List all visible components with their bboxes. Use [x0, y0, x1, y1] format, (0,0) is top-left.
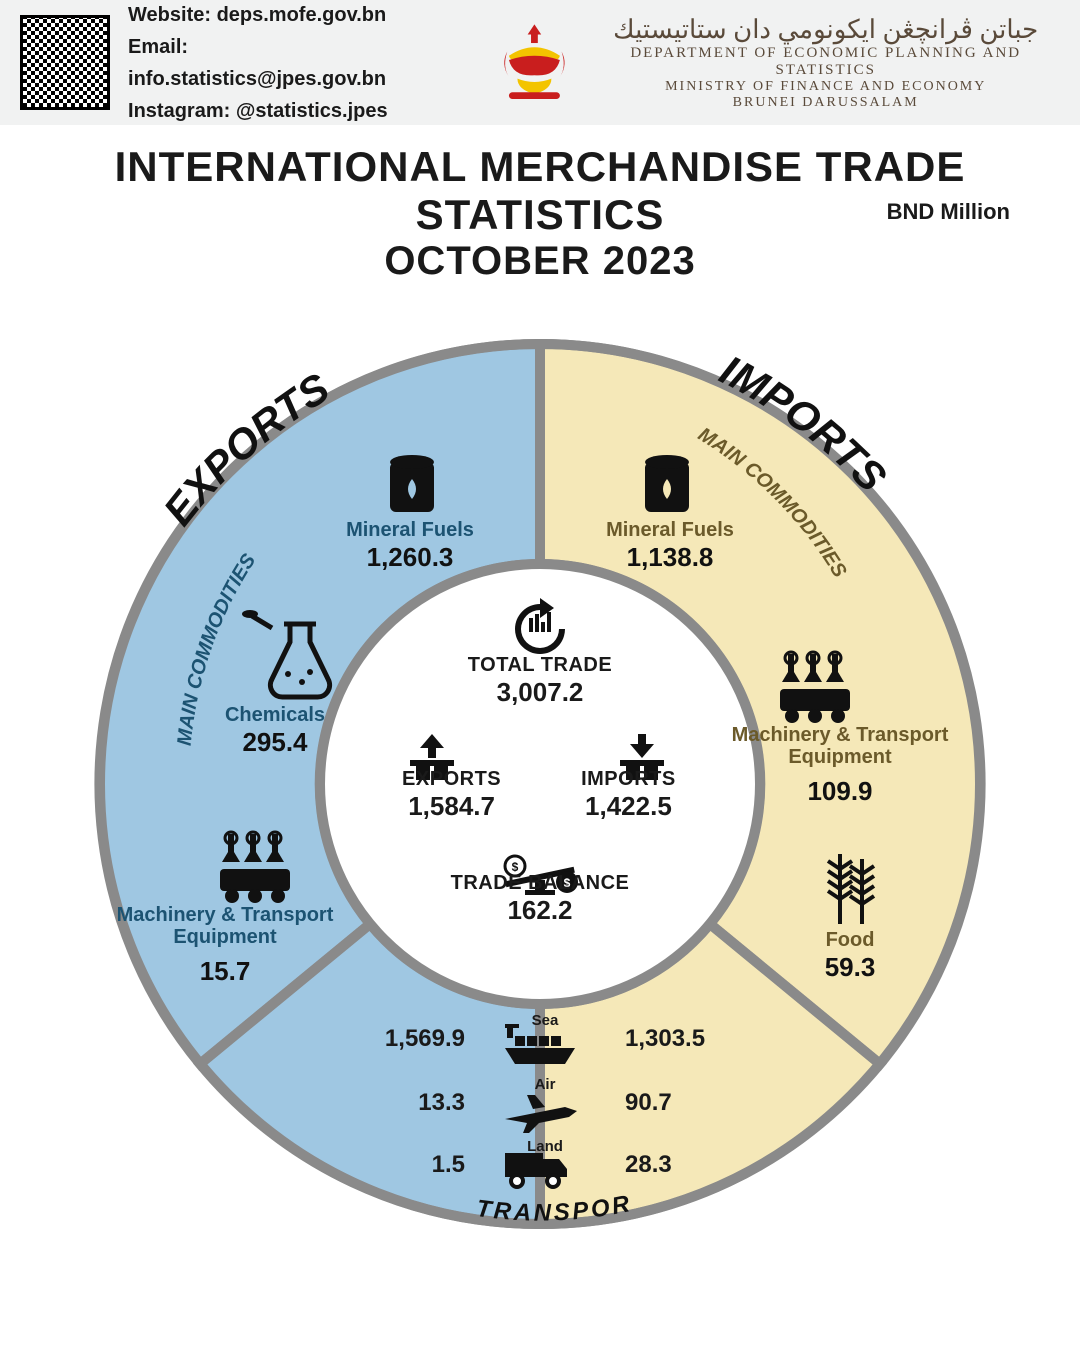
total-trade-value: 3,007.2: [370, 677, 710, 708]
trade-chart: EXPORTS IMPORTS MAIN COMMODITIES MAIN CO…: [0, 304, 1080, 1304]
title-block: INTERNATIONAL MERCHANDISE TRADE STATISTI…: [0, 143, 1080, 284]
trade-balance-value: 162.2: [370, 895, 710, 926]
imports-label: IMPORTS: [547, 768, 710, 791]
email-text: Email: info.statistics@jpes.gov.bn: [128, 31, 434, 95]
transport-sea: 1,569.9 Sea 1,303.5: [355, 1012, 735, 1065]
imp-item-3: Food 59.3: [760, 929, 940, 983]
transport-land: 1.5 Land 28.3: [355, 1138, 735, 1191]
dept-line3: BRUNEI DARUSSALAM: [591, 95, 1060, 111]
exports-label: EXPORTS: [370, 768, 533, 791]
department-block: جباتن ڤرانچڠن ايكونومي دان ستاتيستيك DEP…: [492, 15, 1060, 111]
crest-icon: [492, 15, 577, 105]
transport-air: 13.3 Air 90.7: [355, 1076, 735, 1129]
qr-code-icon: [20, 15, 110, 110]
contact-info: Website: deps.mofe.gov.bn Email: info.st…: [128, 0, 434, 127]
barrel-icon: [390, 455, 434, 512]
header-bar: Website: deps.mofe.gov.bn Email: info.st…: [0, 0, 1080, 125]
dept-line1: DEPARTMENT OF ECONOMIC PLANNING AND STAT…: [591, 45, 1060, 79]
exp-item-2: Chemicals 295.4: [175, 704, 375, 758]
imports-value: 1,422.5: [547, 791, 710, 822]
exp-item-1: Mineral Fuels 1,260.3: [300, 519, 520, 573]
exp-item-3: Machinery & Transport Equipment 15.7: [100, 904, 350, 987]
trade-balance-label: TRADE BALANCE: [370, 872, 710, 895]
dept-line2: MINISTRY OF FINANCE AND ECONOMY: [591, 79, 1060, 95]
website-text: Website: deps.mofe.gov.bn: [128, 0, 434, 31]
center-stats: TOTAL TRADE 3,007.2 EXPORTS 1,584.7 IMPO…: [370, 614, 710, 926]
total-trade-label: TOTAL TRADE: [370, 654, 710, 677]
exports-value: 1,584.7: [370, 791, 533, 822]
imp-item-2: Machinery & Transport Equipment 109.9: [710, 724, 970, 807]
barrel-icon: [645, 455, 689, 512]
unit-text: BND Million: [887, 199, 1010, 225]
page-subtitle: OCTOBER 2023: [40, 239, 1040, 284]
instagram-text: Instagram: @statistics.jpes: [128, 95, 434, 127]
imp-item-1: Mineral Fuels 1,138.8: [560, 519, 780, 573]
jawi-text: جباتن ڤرانچڠن ايكونومي دان ستاتيستيك: [591, 15, 1060, 45]
